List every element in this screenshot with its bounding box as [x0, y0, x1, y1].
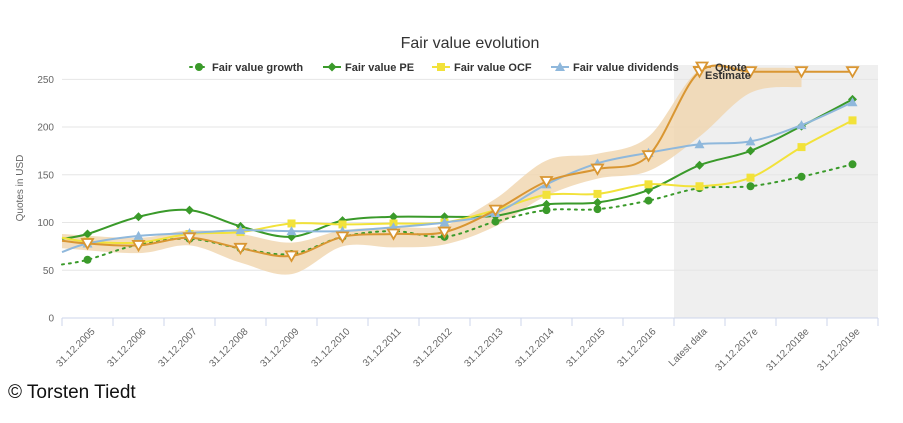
estimate-label: Estimate	[705, 70, 751, 82]
y-axis: 0 50 100 150 200 250	[37, 75, 54, 325]
data-point[interactable]	[743, 66, 758, 79]
x-tick-label: 31.12.2012	[411, 326, 454, 369]
data-point[interactable]	[335, 231, 350, 244]
data-point[interactable]	[491, 217, 500, 226]
data-point[interactable]	[845, 66, 860, 79]
data-point[interactable]	[287, 219, 296, 228]
legend-marker	[437, 63, 445, 71]
data-point[interactable]	[695, 182, 704, 191]
data-point[interactable]	[389, 212, 398, 222]
x-axis: 31.12.2005 31.12.2006 31.12.2007 31.12.2008…	[54, 317, 879, 373]
y-tick-label: 250	[37, 75, 54, 86]
data-point[interactable]	[644, 196, 653, 205]
data-point[interactable]	[695, 160, 704, 170]
series-line	[61, 163, 854, 266]
data-point[interactable]	[134, 212, 143, 222]
y-tick-label: 200	[37, 123, 54, 134]
data-point[interactable]	[488, 204, 503, 217]
data-point[interactable]	[746, 146, 755, 156]
data-point[interactable]	[83, 229, 92, 239]
data-point[interactable]	[338, 220, 347, 229]
legend-item[interactable]: Fair value growth	[189, 62, 303, 74]
data-point[interactable]	[848, 160, 857, 169]
y-tick-label: 150	[37, 170, 54, 181]
x-tick-label: 31.12.2010	[309, 326, 352, 369]
x-tick-label: 31.12.2018e	[765, 326, 812, 373]
data-point[interactable]	[182, 232, 197, 245]
copyright-notice: © Torsten Tiedt	[8, 382, 136, 403]
data-point[interactable]	[284, 250, 299, 263]
x-tick-label: 31.12.2013	[462, 326, 505, 369]
data-point[interactable]	[797, 143, 806, 152]
series-layer	[61, 64, 860, 266]
data-point[interactable]	[131, 240, 146, 253]
legend-marker	[694, 61, 710, 74]
x-tick-label: 31.12.2011	[361, 326, 404, 369]
legend-label: Fair value dividends	[573, 62, 679, 74]
data-point[interactable]	[794, 66, 809, 79]
legend-marker	[195, 63, 203, 71]
data-point[interactable]	[80, 238, 95, 251]
x-tick-label: 31.12.2008	[207, 326, 250, 369]
legend-marker	[327, 62, 337, 72]
data-point[interactable]	[233, 242, 248, 256]
data-point[interactable]	[746, 173, 755, 182]
legend-label: Fair value growth	[212, 62, 303, 74]
y-tick-label: 50	[43, 266, 55, 277]
data-point[interactable]	[641, 150, 656, 163]
legend-marker	[555, 62, 565, 71]
quote-band	[62, 64, 802, 275]
legend-label: Fair value OCF	[454, 62, 532, 74]
data-point[interactable]	[539, 176, 554, 189]
x-tick-label: Latest data	[667, 326, 710, 369]
data-point[interactable]	[694, 139, 705, 149]
data-point[interactable]	[439, 217, 450, 227]
data-point[interactable]	[542, 206, 551, 215]
x-tick-label: 31.12.2015	[564, 326, 607, 369]
data-point[interactable]	[796, 120, 807, 130]
x-tick-label: 31.12.2017e	[714, 326, 761, 373]
legend-item[interactable]: Fair value OCF	[432, 62, 532, 74]
data-point[interactable]	[797, 172, 806, 181]
data-point[interactable]	[542, 199, 551, 209]
legend-item[interactable]: Fair value dividends	[551, 62, 679, 74]
data-point[interactable]	[847, 97, 858, 107]
data-point[interactable]	[590, 163, 605, 176]
x-tick-label: 31.12.2006	[105, 326, 148, 369]
y-tick-label: 100	[37, 218, 54, 229]
x-tick-label: 31.12.2005	[54, 326, 97, 369]
legend[interactable]: Fair value growth Fair value PE Fair value…	[189, 61, 747, 74]
data-point[interactable]	[746, 182, 755, 191]
data-point[interactable]	[286, 226, 297, 236]
data-point[interactable]	[83, 255, 92, 264]
legend-item[interactable]: Fair value PE	[323, 62, 414, 74]
data-point[interactable]	[542, 190, 551, 199]
data-point[interactable]	[235, 225, 246, 235]
chart-title: Fair value evolution	[401, 35, 540, 52]
x-tick-label: 31.12.2009	[258, 326, 301, 369]
series-quote	[61, 64, 860, 263]
x-tick-label: 31.12.2007	[156, 326, 199, 369]
x-tick-label: 31.12.2019e	[816, 326, 863, 373]
data-point[interactable]	[593, 205, 602, 214]
x-tick-label: 31.12.2016	[615, 326, 658, 369]
data-point[interactable]	[437, 226, 452, 239]
data-point[interactable]	[644, 180, 653, 189]
legend-item[interactable]: Quote	[693, 61, 747, 74]
y-axis-label: Quotes in USD	[15, 155, 26, 222]
data-point[interactable]	[745, 136, 756, 146]
data-point[interactable]	[133, 230, 144, 240]
data-point[interactable]	[386, 228, 401, 241]
y-tick-label: 0	[48, 314, 54, 325]
x-tick-label: 31.12.2014	[513, 326, 556, 369]
data-point[interactable]	[185, 205, 194, 215]
legend-label: Quote	[715, 62, 747, 74]
legend-label: Fair value PE	[345, 62, 414, 74]
data-point[interactable]	[593, 189, 602, 198]
data-point[interactable]	[593, 197, 602, 207]
data-point[interactable]	[848, 116, 857, 125]
